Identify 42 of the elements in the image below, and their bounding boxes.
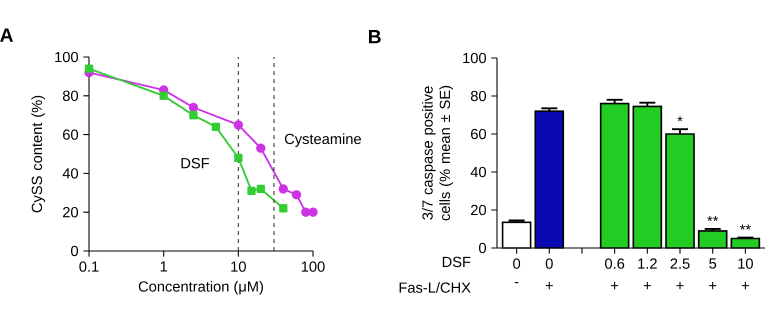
x-tick-label: 0.6 bbox=[605, 258, 624, 269]
y-tick-label: 100 bbox=[55, 52, 78, 62]
x-tick-label: 5 bbox=[709, 258, 716, 269]
data-label: ** bbox=[740, 224, 751, 230]
x-axis-title: Concentration (μM) bbox=[138, 280, 263, 295]
y-tick-label: 80 bbox=[62, 90, 78, 101]
y-tick-label: 0 bbox=[71, 246, 78, 256]
x-tick-label: 2.5 bbox=[670, 258, 690, 269]
text: + bbox=[644, 282, 651, 290]
x-tick-label: 10 bbox=[738, 258, 753, 269]
y-tick-label: 80 bbox=[470, 90, 486, 102]
x-tick-label: 100 bbox=[302, 261, 325, 272]
x-tick-label: 1.2 bbox=[638, 258, 657, 269]
series-label: DSF bbox=[182, 158, 210, 168]
x-tick-label: 1 bbox=[160, 261, 168, 272]
chart-title: A bbox=[0, 28, 14, 42]
y-tick-label: 20 bbox=[471, 204, 486, 216]
x-tick-label: 0 bbox=[513, 258, 520, 269]
data-label: * bbox=[677, 116, 683, 122]
data-label: ** bbox=[707, 216, 718, 222]
text: DSF bbox=[442, 256, 470, 268]
y-tick-label: 100 bbox=[463, 52, 486, 64]
y-tick-label: 40 bbox=[470, 166, 486, 178]
y-axis-title: 3/7 caspase positive cells (% mean ± SE) bbox=[422, 86, 453, 220]
text: + bbox=[611, 282, 618, 290]
y-axis-title: CySS content (%) bbox=[31, 96, 45, 212]
y-tick-label: 60 bbox=[63, 129, 78, 140]
x-tick-label: 10 bbox=[231, 261, 246, 272]
y-tick-label: 20 bbox=[63, 207, 78, 218]
x-tick-label: 0.1 bbox=[79, 261, 98, 272]
series-label: Cysteamine bbox=[284, 133, 361, 147]
y-tick-label: 60 bbox=[471, 128, 486, 140]
text: + bbox=[709, 282, 716, 290]
y-tick-label: 40 bbox=[62, 168, 78, 179]
y-tick-label: 0 bbox=[479, 242, 486, 254]
text: + bbox=[742, 282, 749, 290]
text: + bbox=[546, 282, 553, 290]
text: - bbox=[514, 282, 518, 284]
text: Fas-L/CHX bbox=[400, 282, 471, 293]
text: + bbox=[676, 282, 684, 290]
x-tick-label: 0 bbox=[546, 258, 553, 269]
chart-title: B bbox=[368, 30, 381, 44]
